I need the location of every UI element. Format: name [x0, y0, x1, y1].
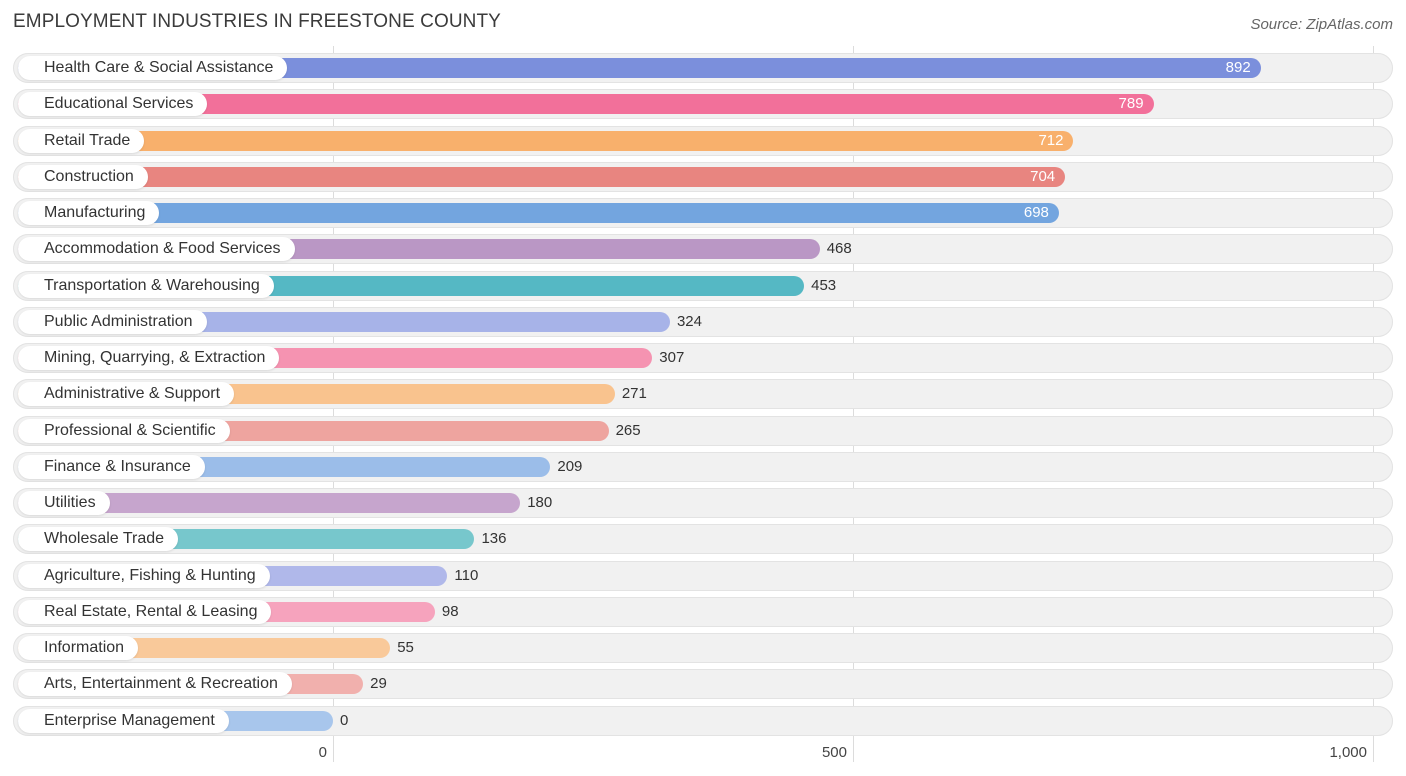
bar-value-label: 892 [1225, 59, 1251, 76]
bar-value-label: 453 [811, 276, 837, 294]
category-label: Administrative & Support [18, 382, 235, 407]
category-label: Accommodation & Food Services [18, 237, 295, 262]
bar-value-label: 0 [340, 711, 349, 729]
category-label: Manufacturing [18, 201, 160, 225]
category-label: Health Care & Social Assistance [18, 56, 288, 80]
bar-value-label: 324 [676, 312, 702, 330]
bar-value-label: 698 [1023, 204, 1049, 221]
category-label: Agriculture, Fishing & Hunting [18, 563, 270, 588]
x-tick-label: 1,000 [1329, 744, 1367, 761]
bar-value-label: 55 [397, 639, 414, 656]
bar [18, 166, 1066, 187]
bar-value-label: 271 [621, 385, 647, 403]
x-tick-label: 0 [318, 744, 327, 761]
category-label: Finance & Insurance [18, 454, 205, 479]
category-label: Arts, Entertainment & Recreation [18, 672, 292, 697]
category-label: Public Administration [18, 309, 207, 334]
bar-value-label: 29 [370, 675, 387, 693]
bar-value-label: 789 [1118, 95, 1144, 113]
bar [18, 58, 1261, 78]
bar-value-label: 468 [826, 240, 852, 258]
category-label: Transportation & Warehousing [18, 273, 274, 298]
chart-title: EMPLOYMENT INDUSTRIES IN FREESTONE COUNT… [13, 11, 501, 32]
category-label: Utilities [18, 491, 110, 515]
bar-value-label: 136 [481, 530, 507, 548]
bar [18, 94, 1154, 115]
bar-value-label: 180 [527, 494, 553, 511]
category-label: Retail Trade [18, 128, 145, 153]
bar-value-label: 704 [1030, 167, 1056, 185]
source-credit: Source: ZipAtlas.com [1250, 16, 1393, 33]
category-label: Real Estate, Rental & Leasing [18, 599, 272, 624]
category-label: Mining, Quarrying, & Extraction [18, 346, 280, 370]
bar-value-label: 209 [557, 457, 583, 475]
category-label: Construction [18, 164, 148, 189]
bar [18, 203, 1059, 223]
category-label: Enterprise Management [18, 708, 229, 733]
category-label: Information [18, 636, 139, 660]
bar-value-label: 265 [615, 421, 641, 439]
bar [18, 493, 521, 513]
category-label: Educational Services [18, 92, 208, 117]
category-label: Wholesale Trade [18, 527, 179, 552]
category-label: Professional & Scientific [18, 418, 230, 443]
bar-value-label: 110 [454, 566, 479, 584]
bar-value-label: 712 [1038, 131, 1064, 149]
bar-value-label: 98 [441, 602, 459, 620]
x-tick-label: 500 [821, 744, 847, 761]
bar [18, 130, 1074, 151]
bar-value-label: 307 [659, 349, 685, 366]
